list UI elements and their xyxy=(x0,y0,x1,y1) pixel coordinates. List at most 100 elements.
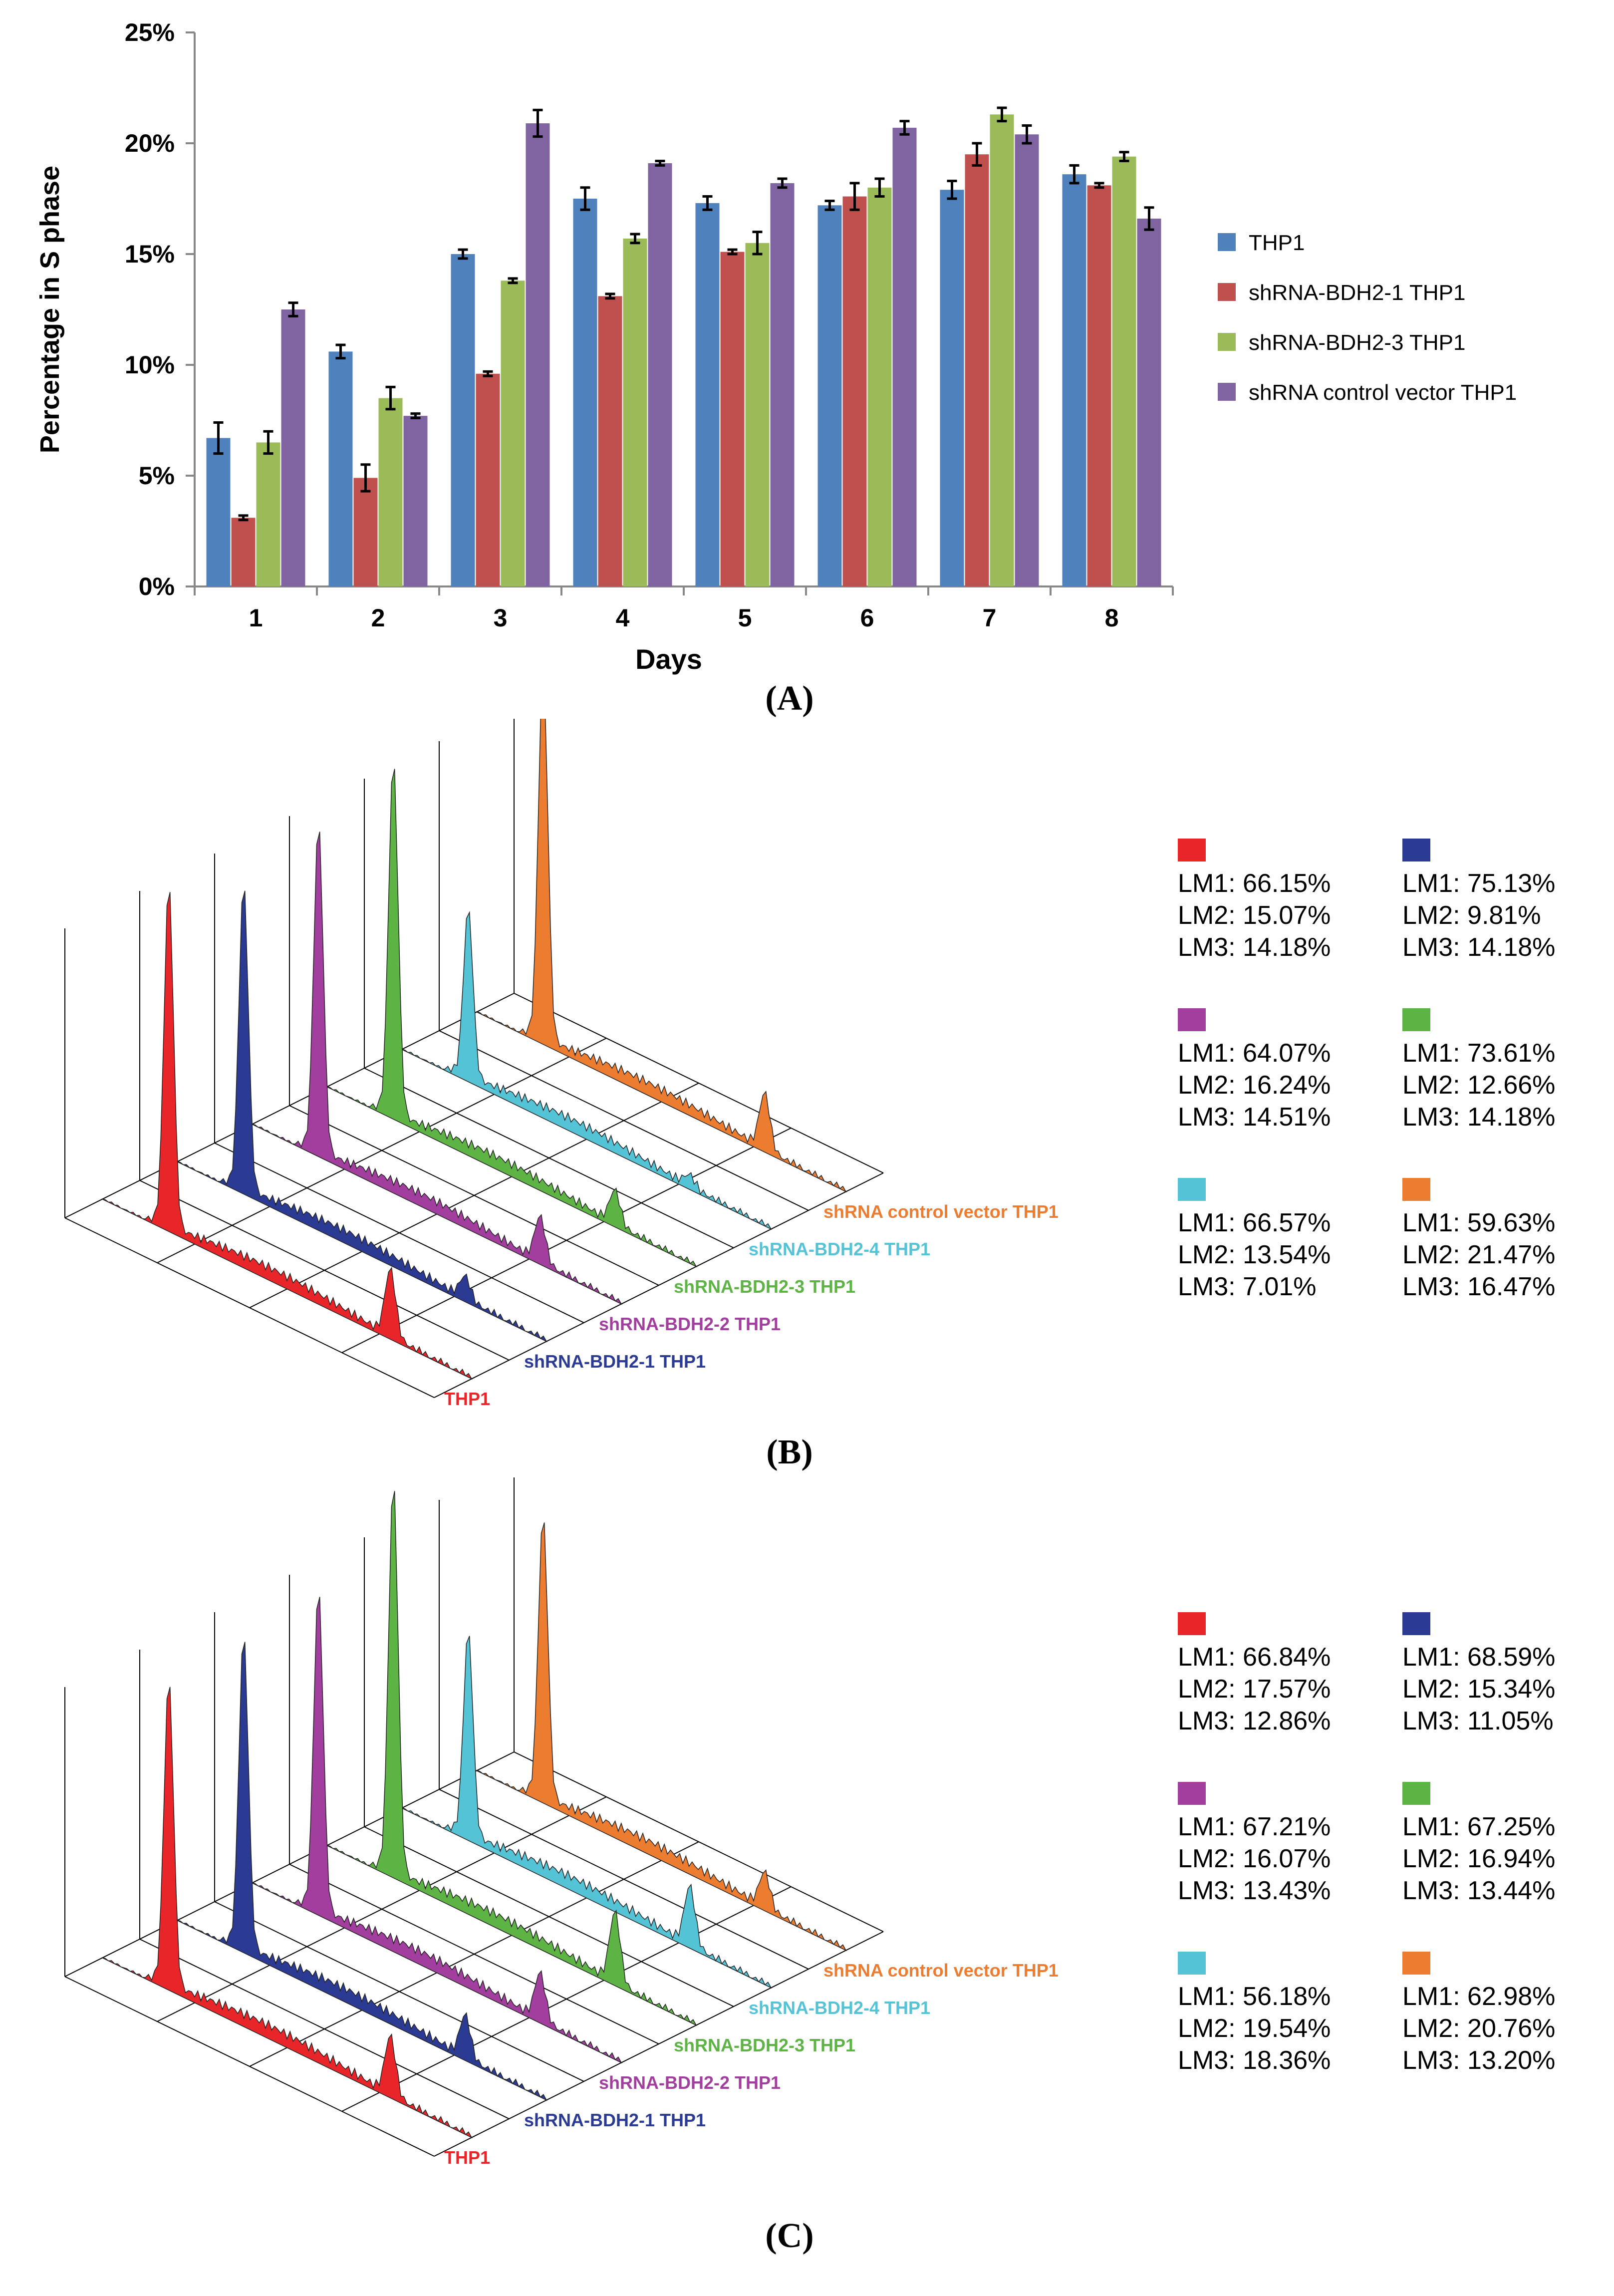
legend-swatch xyxy=(1218,383,1236,401)
lm-color-swatch xyxy=(1178,1952,1206,1975)
bar xyxy=(526,123,550,587)
lm-value: LM1: 59.63% xyxy=(1402,1208,1556,1237)
lm-value: LM3: 14.18% xyxy=(1178,933,1331,962)
lm-value: LM1: 66.84% xyxy=(1178,1643,1331,1672)
bar xyxy=(695,203,720,586)
lm-color-swatch xyxy=(1178,1612,1206,1635)
panel-c-caption: (C) xyxy=(765,2217,814,2255)
x-tick-label: 6 xyxy=(860,604,874,632)
bar xyxy=(892,127,917,587)
lm-value: LM3: 11.05% xyxy=(1402,1707,1554,1735)
histogram-trace xyxy=(252,832,622,1305)
lm-value: LM1: 68.59% xyxy=(1402,1643,1556,1672)
panel-a-caption: (A) xyxy=(765,679,814,718)
trace-label: shRNA-BDH2-2 THP1 xyxy=(599,2072,781,2093)
histogram-trace xyxy=(326,769,697,1268)
lm-value: LM3: 14.18% xyxy=(1402,1103,1556,1132)
panel-c-histograms: shRNA control vector THP1 shRNA-BDH2-4 TH… xyxy=(64,1477,1059,2168)
x-axis-title: Days xyxy=(635,643,702,675)
bar xyxy=(451,254,475,586)
bar xyxy=(206,438,231,586)
lm-value: LM2: 12.66% xyxy=(1402,1071,1556,1100)
lm-stats-block: LM1: 62.98% LM2: 20.76% LM3: 13.20% xyxy=(1402,1952,1555,2076)
lm-value: LM3: 14.51% xyxy=(1178,1103,1331,1132)
trace-label: shRNA-BDH2-1 THP1 xyxy=(524,1351,706,1372)
x-tick-label: 4 xyxy=(616,604,630,632)
lm-stats-block: LM1: 66.15% LM2: 15.07% LM3: 14.18% xyxy=(1178,839,1331,963)
lm-stats-block: LM1: 56.18% LM2: 19.54% LM3: 18.36% xyxy=(1178,1952,1331,2076)
histogram-trace xyxy=(177,1642,547,2101)
lm-color-swatch xyxy=(1402,1952,1430,1975)
lm-value: LM2: 13.54% xyxy=(1178,1240,1331,1269)
bar xyxy=(476,373,500,586)
lm-value: LM1: 67.25% xyxy=(1402,1812,1556,1841)
bar xyxy=(990,114,1014,586)
bar xyxy=(842,196,867,586)
lm-stats-block: LM1: 68.59% LM2: 15.34% LM3: 11.05% xyxy=(1402,1612,1555,1737)
x-tick-label: 8 xyxy=(1105,604,1119,632)
floor-cross-line xyxy=(249,1841,699,2067)
trace-label: shRNA-BDH2-3 THP1 xyxy=(674,2035,855,2055)
legend-label: shRNA-BDH2-1 THP1 xyxy=(1249,281,1465,305)
lm-color-swatch xyxy=(1402,1782,1430,1805)
trace-label: shRNA control vector THP1 xyxy=(823,1201,1059,1222)
lm-value: LM2: 16.07% xyxy=(1178,1844,1331,1873)
panel-b-caption: (B) xyxy=(766,1433,813,1471)
bar xyxy=(328,351,353,586)
trace-label: shRNA-BDH2-1 THP1 xyxy=(524,2110,706,2130)
bar xyxy=(501,281,525,586)
bar xyxy=(867,187,892,586)
bar xyxy=(378,398,403,586)
floor-cross-line xyxy=(157,1038,607,1263)
bar xyxy=(745,243,770,586)
bar xyxy=(1112,156,1136,586)
lm-value: LM1: 75.13% xyxy=(1402,869,1556,898)
bar xyxy=(353,478,378,586)
histogram-trace xyxy=(476,1522,847,1952)
lm-color-swatch xyxy=(1178,1008,1206,1031)
lm-color-swatch xyxy=(1178,1782,1206,1805)
bar xyxy=(1015,134,1039,586)
lm-value: LM1: 66.15% xyxy=(1178,869,1331,898)
bar xyxy=(940,190,964,586)
histogram-trace xyxy=(476,719,847,1193)
lm-value: LM3: 16.47% xyxy=(1402,1272,1556,1301)
histogram-trace xyxy=(252,1597,622,2064)
y-tick-label: 20% xyxy=(125,129,175,157)
histogram-trace xyxy=(102,892,473,1380)
histogram-trace xyxy=(326,1491,697,2026)
floor-cross-line xyxy=(434,1931,884,2157)
trace-label: shRNA-BDH2-4 THP1 xyxy=(749,1998,930,2018)
lm-color-swatch xyxy=(1402,839,1430,861)
trace-label: shRNA control vector THP1 xyxy=(823,1960,1059,1981)
lm-stats-block: LM1: 59.63% LM2: 21.47% LM3: 16.47% xyxy=(1402,1178,1555,1303)
lm-value: LM2: 20.76% xyxy=(1402,2014,1556,2043)
lm-stats-block: LM1: 75.13% LM2: 9.81% LM3: 14.18% xyxy=(1402,839,1555,963)
histogram-trace xyxy=(177,890,547,1343)
y-tick-label: 25% xyxy=(125,18,175,46)
floor-cross-line xyxy=(341,1886,792,2112)
lm-color-swatch xyxy=(1178,839,1206,861)
histogram-trace xyxy=(401,911,772,1230)
floor-cross-line xyxy=(249,1083,699,1308)
lm-stats-block: LM1: 73.61% LM2: 12.66% LM3: 14.18% xyxy=(1402,1008,1555,1133)
bar xyxy=(1087,185,1111,586)
bar xyxy=(720,252,745,586)
lm-value: LM2: 21.47% xyxy=(1402,1240,1556,1269)
lm-stats-block: LM1: 64.07% LM2: 16.24% LM3: 14.51% xyxy=(1178,1008,1331,1133)
x-tick-label: 2 xyxy=(371,604,385,632)
y-tick-label: 5% xyxy=(139,462,175,490)
lm-value: LM2: 15.07% xyxy=(1178,901,1331,930)
lm-value: LM3: 12.86% xyxy=(1178,1707,1331,1735)
lm-value: LM3: 14.18% xyxy=(1402,933,1556,962)
floor-cross-line xyxy=(434,1172,884,1398)
bar xyxy=(403,416,428,586)
bar xyxy=(817,205,842,586)
x-tick-label: 1 xyxy=(249,604,263,632)
legend-label: shRNA-BDH2-3 THP1 xyxy=(1249,330,1465,355)
legend-swatch xyxy=(1218,283,1236,301)
legend-label: THP1 xyxy=(1249,231,1305,255)
trace-label: THP1 xyxy=(444,1389,490,1409)
lm-value: LM3: 13.20% xyxy=(1402,2046,1556,2075)
lm-value: LM2: 15.34% xyxy=(1402,1675,1556,1704)
